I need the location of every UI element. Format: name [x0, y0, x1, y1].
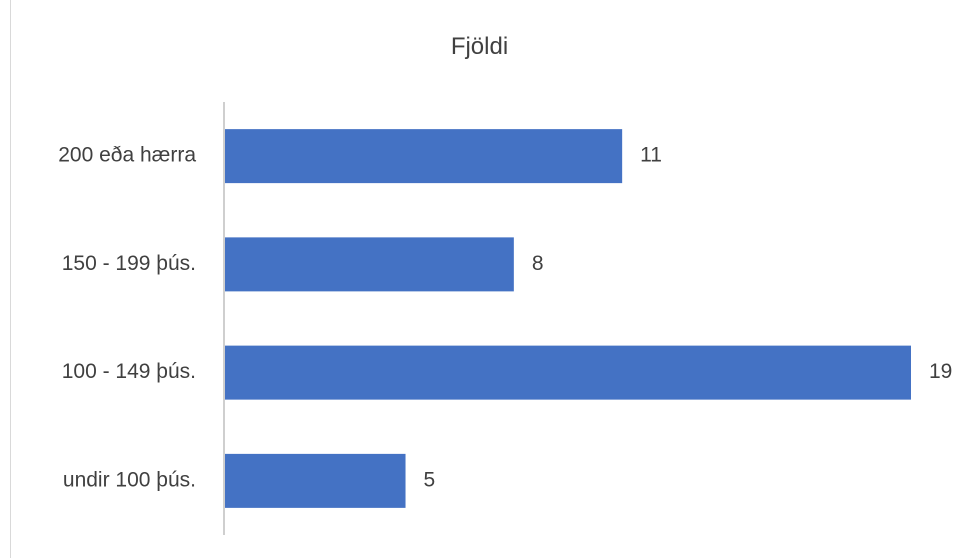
category-label: undir 100 þús. [63, 468, 196, 491]
bar [225, 129, 623, 184]
data-label: 19 [929, 360, 952, 383]
category-label: 200 eða hærra [58, 144, 196, 167]
data-label: 5 [424, 468, 436, 491]
category-label: 100 - 149 þús. [62, 360, 196, 383]
frame-border [10, 0, 11, 558]
data-label: 8 [532, 252, 544, 275]
bar [225, 345, 911, 400]
bar [225, 453, 406, 508]
category-label: 150 - 199 þús. [62, 252, 196, 275]
chart-title: Fjöldi [450, 33, 509, 60]
bar [225, 237, 514, 292]
data-label: 11 [640, 144, 662, 167]
